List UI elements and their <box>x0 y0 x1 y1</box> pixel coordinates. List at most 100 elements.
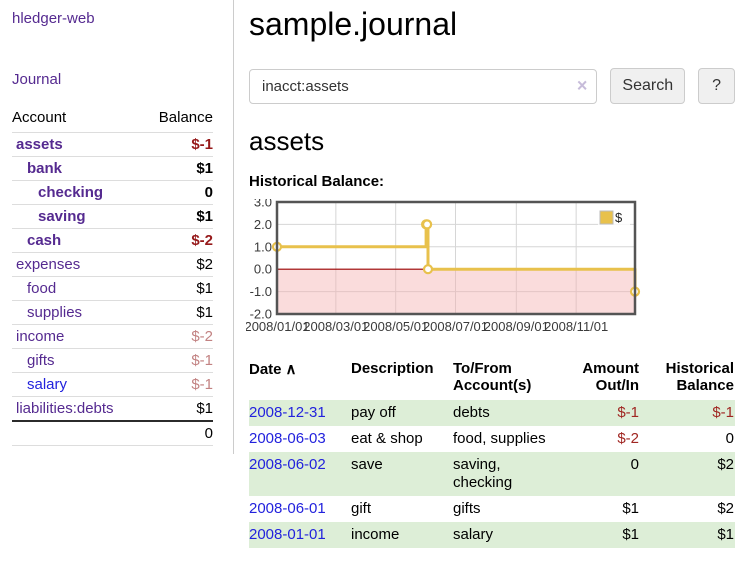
account-link[interactable]: checking <box>38 184 104 201</box>
register-header-description: Description <box>351 360 434 377</box>
x-axis-tick-label: 2008/05/01 <box>363 319 428 334</box>
transaction-amount: $-1 <box>617 404 639 421</box>
account-row: checking 0 <box>12 180 213 205</box>
account-balance: $-1 <box>143 372 213 397</box>
transaction-amount: 0 <box>630 456 639 473</box>
account-link[interactable]: bank <box>27 160 63 177</box>
transaction-description: income <box>351 526 400 543</box>
transaction-date-link[interactable]: 2008-06-03 <box>249 430 326 447</box>
clear-search-icon[interactable]: × <box>576 75 588 96</box>
app-title-link[interactable]: hledger-web <box>12 10 95 27</box>
search-input-wrap: × <box>249 68 598 104</box>
transaction-balance: $1 <box>717 526 734 543</box>
y-axis-tick-label: 2.0 <box>254 217 272 232</box>
transaction-balance: $2 <box>717 456 734 473</box>
chart-title: Historical Balance: <box>249 173 385 190</box>
accounts-total-row: 0 <box>12 420 213 446</box>
register-row: 2008-12-31 pay off debts $-1 $-1 <box>249 400 735 426</box>
help-button[interactable]: ? <box>698 68 735 104</box>
account-cell: saving <box>12 204 144 229</box>
account-row: income $-2 <box>12 324 213 349</box>
account-link[interactable]: liabilities:debts <box>16 400 114 417</box>
account-link[interactable]: gifts <box>27 352 55 369</box>
register-header-date[interactable]: Date ∧ <box>249 356 345 400</box>
balance-chart-svg: $3.0 2.0 1.0 0.0 -1.0 -2.02008/01/012008/03/0… <box>244 195 641 334</box>
transaction-balance: 0 <box>725 430 734 447</box>
app-title: hledger-web <box>12 10 213 27</box>
accounts-table: Account Balance assets $-1 bank $1 checking 0… <box>12 105 213 446</box>
transaction-date-link[interactable]: 2008-06-02 <box>249 456 326 473</box>
transaction-date-cell: 2008-12-31 <box>249 400 345 426</box>
account-balance: $1 <box>143 204 213 229</box>
account-balance: $2 <box>143 252 213 277</box>
account-cell: supplies <box>12 300 144 325</box>
transaction-accounts: food, supplies <box>453 430 546 447</box>
account-balance: $-1 <box>143 132 213 157</box>
account-row: bank $1 <box>12 156 213 181</box>
account-cell: gifts <box>12 348 144 373</box>
account-balance: 0 <box>143 180 213 205</box>
transaction-accounts: salary <box>453 526 494 543</box>
account-balance: $-2 <box>143 324 213 349</box>
historical-balance-chart: $3.0 2.0 1.0 0.0 -1.0 -2.0 2008/01/01 2008/03/0… <box>244 195 735 341</box>
transaction-accounts: gifts <box>453 500 481 517</box>
accounts-header-balance: Balance <box>143 105 213 133</box>
transaction-date-link[interactable]: 2008-12-31 <box>249 404 326 421</box>
search-input[interactable] <box>249 68 598 104</box>
account-link[interactable]: food <box>27 280 57 297</box>
account-cell: food <box>12 276 144 301</box>
account-balance: $1 <box>143 276 213 301</box>
x-axis-tick-label: 2008/09/01 <box>484 319 549 334</box>
transaction-date-link[interactable]: 2008-01-01 <box>249 526 326 543</box>
account-row: food $1 <box>12 276 213 301</box>
account-row: cash $-2 <box>12 228 213 253</box>
account-cell: bank <box>12 156 144 181</box>
register-table: Date ∧ Description To/From Account(s) Amo… <box>249 356 735 548</box>
account-balance: $1 <box>143 156 213 181</box>
account-link[interactable]: expenses <box>16 256 81 273</box>
account-row: saving $1 <box>12 204 213 229</box>
y-axis-tick-label: 3.0 <box>254 199 272 210</box>
register-row: 2008-06-01 gift gifts $1 $2 <box>249 496 735 522</box>
transaction-description: save <box>351 456 383 473</box>
account-row: liabilities:debts $1 <box>12 397 213 422</box>
legend-swatch <box>599 210 614 225</box>
account-cell: cash <box>12 228 144 253</box>
account-link[interactable]: salary <box>27 376 68 393</box>
transaction-date-cell: 2008-06-03 <box>249 426 345 452</box>
transaction-amount: $1 <box>622 526 639 543</box>
y-axis-tick-label: 0.0 <box>254 262 272 277</box>
y-axis-tick-label: 1.0 <box>254 239 272 254</box>
x-axis-tick-label: 2008/01/01 <box>246 319 310 334</box>
transaction-description: pay off <box>351 404 396 421</box>
account-link[interactable]: saving <box>38 208 86 225</box>
account-balance: $1 <box>196 400 213 417</box>
account-cell: checking <box>12 180 144 205</box>
transaction-description: gift <box>351 500 372 517</box>
x-axis-tick-label: 2008/03/01 <box>303 319 368 334</box>
account-link[interactable]: supplies <box>27 304 83 321</box>
account-row: supplies $1 <box>12 300 213 325</box>
account-link[interactable]: income <box>16 328 65 345</box>
transaction-description: eat & shop <box>351 430 423 447</box>
transaction-amount: $-2 <box>617 430 639 447</box>
account-balance: $-1 <box>143 348 213 373</box>
account-row: gifts $-1 <box>12 348 213 373</box>
account-link[interactable]: assets <box>16 136 63 153</box>
data-point-marker <box>422 219 433 230</box>
negative-region <box>277 269 635 314</box>
register-row: 2008-06-02 save saving, checking 0 $2 <box>249 452 735 496</box>
register-header-amount: Amount Out/In <box>582 360 639 394</box>
register-header-row: Date ∧ Description To/From Account(s) Amo… <box>249 356 735 400</box>
transaction-date-link[interactable]: 2008-06-01 <box>249 500 326 517</box>
plot-border <box>275 200 637 316</box>
register-row: 2008-06-03 eat & shop food, supplies $-2 0 <box>249 426 735 452</box>
y-axis-tick-label: -2.0 <box>250 307 272 322</box>
journal-link[interactable]: Journal <box>12 71 62 88</box>
account-balance: $-2 <box>143 228 213 253</box>
search-button[interactable]: Search <box>610 68 686 104</box>
transaction-date-cell: 2008-06-02 <box>249 452 345 496</box>
transaction-date-cell: 2008-01-01 <box>249 522 345 548</box>
account-link[interactable]: cash <box>27 232 62 249</box>
account-cell: liabilities:debts <box>12 397 143 422</box>
